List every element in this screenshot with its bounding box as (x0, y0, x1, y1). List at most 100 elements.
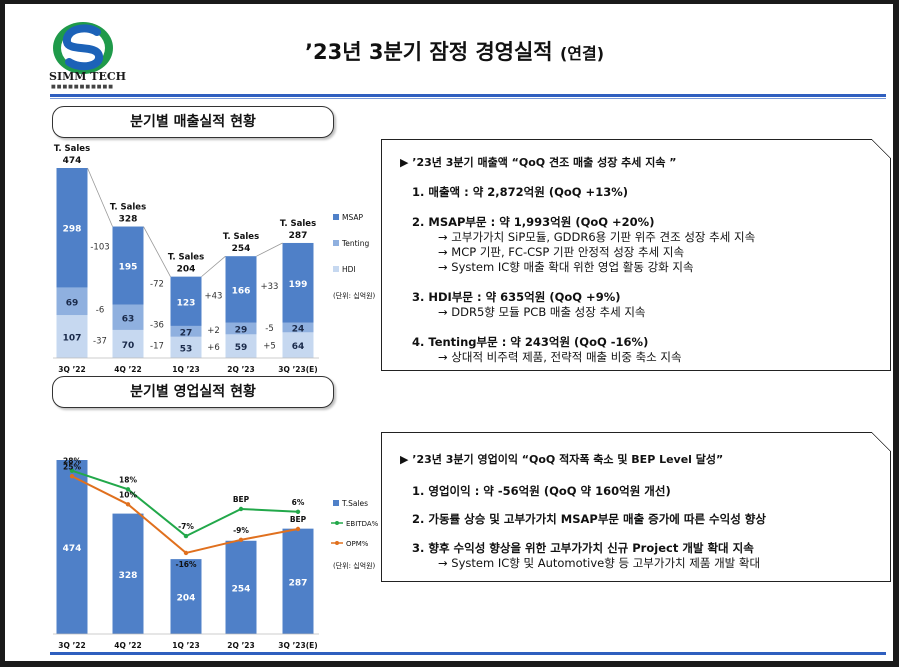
legend-label: T.Sales (341, 499, 368, 508)
line-label: -9% (233, 526, 249, 535)
line-point (125, 502, 131, 507)
sales-summary-panel: ▶ ’23년 3분기 매출액 “QoQ 견조 매출 성장 추세 지속 ” 1. … (381, 139, 891, 371)
sales-item-4: 4. Tenting부문 : 약 243억원 (QoQ -16%) (412, 335, 649, 349)
sales-item-2-sub-2: → MCP 기판, FC-CSP 기판 안정적 성장 추세 지속 (438, 245, 685, 259)
data-label: 328 (119, 571, 138, 581)
panel-corner (871, 139, 891, 159)
total-value: 254 (232, 244, 251, 254)
legend-label: EBITDA% (346, 520, 379, 528)
op-item-3: 3. 향후 수익성 향상을 위한 고부가가치 신규 Project 개발 확대 … (412, 541, 754, 555)
footer-rule (50, 652, 886, 655)
op-item-1: 1. 영업이익 : 약 -56억원 (QoQ 약 160억원 개선) (412, 484, 671, 498)
total-label: T. Sales (280, 219, 316, 229)
op-summary-panel: ▶ ’23년 3분기 영업이익 “QoQ 적자폭 축소 및 BEP Level … (381, 432, 891, 582)
data-label: 64 (292, 342, 305, 352)
legend-marker (335, 541, 339, 545)
connector-line (143, 226, 171, 277)
line-opm (71, 475, 299, 555)
bar-msap (225, 256, 257, 323)
sales-section-heading: 분기별 매출실적 현황 (52, 106, 334, 138)
x-tick-label: 4Q ’22 (114, 641, 142, 650)
legend-label: MSAP (342, 213, 364, 222)
sales-chart: 107 69 298 T. Sales 474 3Q ’22 70 63 195 T. Sales… (53, 144, 376, 374)
line-label: BEP (290, 515, 307, 524)
line-point (69, 474, 75, 479)
unit-label: (단위: 십억원) (333, 561, 376, 570)
data-label: 287 (289, 578, 308, 588)
data-label: 298 (63, 225, 82, 235)
bar-tenting (282, 322, 314, 333)
sales-item-1: 1. 매출액 : 약 2,872억원 (QoQ +13%) (412, 185, 628, 199)
data-label: 254 (232, 584, 251, 594)
line-point (238, 537, 244, 543)
slide: SIMM TECH ■■■■■■■■■■■ ’23년 3분기 잠정 경영실적 (… (5, 4, 893, 661)
simmtech-logo-icon (53, 22, 113, 74)
op-section-heading: 분기별 영업실적 현황 (52, 376, 334, 408)
line-point (295, 526, 301, 532)
op-item-3-sub-1: → System IC향 및 Automotive향 등 고부가가치 제품 개발… (438, 556, 761, 570)
line-point (238, 506, 244, 512)
op-item-2: 2. 가동률 상승 및 고부가가치 MSAP부문 매출 증가에 따른 수익성 향… (412, 512, 766, 526)
sales-item-2-sub-3: → System IC향 매출 확대 위한 영업 활동 강화 지속 (438, 260, 694, 274)
line-label: 6% (292, 498, 305, 507)
legend-label: Tenting (341, 239, 369, 248)
bar-tsales (282, 528, 314, 634)
logo-dots: ■■■■■■■■■■■ (51, 84, 114, 90)
diff-label: +6 (207, 343, 220, 353)
total-value: 204 (177, 265, 196, 275)
diff-label: +33 (261, 282, 279, 292)
diff-label: -103 (90, 243, 109, 253)
legend-swatch (333, 214, 339, 220)
data-label: 63 (122, 314, 135, 324)
line-label: 28% (63, 457, 81, 466)
line-point (69, 468, 75, 473)
unit-label: (단위: 십억원) (333, 291, 376, 300)
bar-msap (282, 242, 314, 323)
panel-corner (871, 432, 891, 452)
connector-line (201, 255, 226, 277)
total-value: 474 (63, 156, 82, 166)
data-label: 59 (235, 343, 248, 353)
data-label: 24 (292, 325, 305, 335)
bar-hdi (170, 336, 202, 358)
line-label: 25% (63, 462, 81, 471)
bar-hdi (56, 315, 88, 358)
x-tick-label: 3Q ’23(E) (278, 641, 317, 650)
diff-label: -6 (96, 305, 104, 315)
connector-line (87, 167, 113, 227)
bar-msap (112, 226, 144, 305)
x-tick-label: 3Q ’22 (58, 365, 86, 374)
line-point (183, 550, 189, 556)
bar-hdi (225, 334, 257, 358)
legend-swatch (333, 500, 339, 506)
data-label: 70 (122, 341, 135, 351)
legend-swatch (333, 240, 339, 246)
bar-msap (56, 168, 88, 288)
legend-marker (335, 521, 339, 525)
data-label: 474 (63, 544, 82, 554)
line-label: -7% (178, 522, 194, 531)
data-label: 199 (289, 280, 308, 290)
x-tick-label: 3Q ’22 (58, 641, 86, 650)
page-title: ’23년 3분기 잠정 경영실적 (연결) (305, 40, 605, 64)
sales-item-3-sub-1: → DDR5향 모듈 PCB 매출 성장 추세 지속 (438, 305, 646, 319)
diff-label: -36 (150, 320, 164, 330)
line-label: 10% (119, 490, 137, 499)
header-rule-thin (50, 98, 886, 99)
diff-label: -5 (265, 324, 273, 334)
bar-tsales (225, 540, 257, 634)
diff-label: +43 (205, 291, 223, 301)
diff-label: -17 (150, 342, 164, 352)
data-label: 53 (180, 344, 193, 354)
x-tick-label: 1Q ’23 (172, 365, 200, 374)
data-label: 123 (177, 298, 196, 308)
sales-item-3: 3. HDI부문 : 약 635억원 (QoQ +9%) (412, 290, 621, 304)
logo-text: SIMM TECH (49, 70, 126, 83)
sales-item-2-sub-1: → 고부가가치 SiP모듈, GDDR6용 기판 위주 견조 성장 추세 지속 (438, 230, 756, 244)
bar-tenting (56, 287, 88, 316)
data-label: 166 (232, 286, 251, 296)
op-chart: 474 3Q ’22 328 4Q ’22 204 1Q ’23 254 2Q ’23 287 3… (53, 457, 379, 650)
x-tick-label: 1Q ’23 (172, 641, 200, 650)
x-tick-label: 3Q ’23(E) (278, 365, 317, 374)
diff-label: -37 (93, 336, 107, 346)
